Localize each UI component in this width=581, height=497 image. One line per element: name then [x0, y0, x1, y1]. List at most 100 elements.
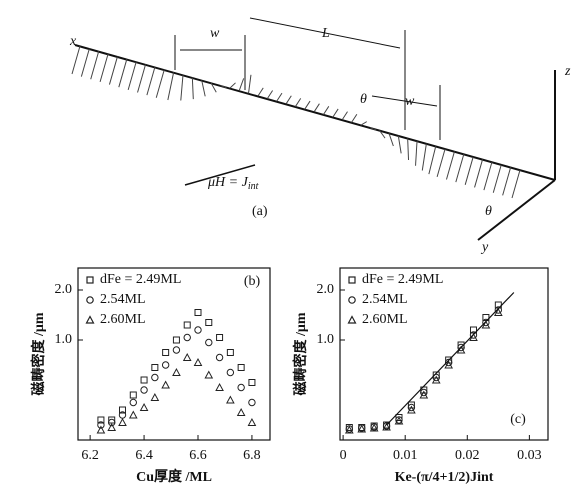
marker-circle: [129, 398, 137, 407]
spin-arrow: [313, 103, 320, 113]
y-axis-label: 磁畴密度 /μm: [30, 312, 47, 395]
marker-square: [151, 364, 159, 371]
marker-triangle: [357, 424, 367, 433]
plot-frame: [339, 267, 549, 441]
spin-arrow: [464, 156, 474, 185]
marker-square: [395, 414, 403, 421]
marker-triangle: [204, 370, 214, 379]
marker-square: [226, 349, 234, 356]
spin-arrow: [90, 51, 100, 80]
diagram-label: L: [321, 26, 330, 41]
marker-triangle: [182, 352, 192, 361]
y-tick-label: 1.0: [317, 332, 335, 347]
marker-circle: [151, 373, 159, 382]
marker-circle: [469, 331, 478, 339]
marker-triangle: [161, 380, 170, 389]
marker-square: [445, 356, 453, 364]
spin-arrow: [370, 127, 377, 131]
y-axis-line: [477, 179, 556, 241]
diagram-label: w: [405, 94, 415, 109]
marker-circle: [420, 388, 428, 397]
diagram: x w L z θ w θ y μH = Jint (a): [69, 17, 571, 255]
marker-triangle: [407, 405, 416, 414]
diagram-label: z: [564, 64, 571, 79]
spin-arrow: [167, 72, 175, 101]
x-tick-label: 0.02: [455, 448, 480, 463]
marker-triangle: [344, 425, 354, 434]
marker-triangle: [172, 367, 181, 376]
marker-triangle: [128, 410, 138, 419]
marker-square: [348, 276, 356, 284]
spin-arrow: [137, 64, 147, 93]
spin-arrow: [436, 148, 446, 178]
marker-circle: [457, 343, 465, 352]
spin-arrow: [294, 98, 302, 107]
spin-arrow: [146, 66, 156, 96]
marker-circle: [226, 368, 235, 377]
legend-label: 2.60ML: [100, 312, 146, 327]
spin-arrow: [360, 121, 367, 126]
x-tick-label: 0.03: [517, 448, 542, 463]
spin-arrow: [80, 48, 90, 77]
spin-arrow: [351, 113, 358, 123]
marker-circle: [432, 373, 440, 382]
spin-arrow: [229, 82, 236, 89]
spin-arrow: [155, 69, 165, 98]
legend-label: dFe = 2.49ML: [100, 272, 181, 287]
marker-circle: [482, 318, 490, 327]
marker-circle: [248, 398, 256, 407]
x-tick-label: 6.2: [81, 448, 99, 463]
spin-arrow: [341, 111, 348, 121]
marker-circle: [161, 361, 170, 369]
spin-arrow: [118, 59, 128, 88]
diagram-label: θ: [360, 92, 367, 107]
spin-arrow: [397, 135, 402, 154]
marker-triangle: [150, 392, 160, 401]
marker-square: [432, 371, 440, 379]
marker-circle: [444, 358, 453, 367]
spin-arrow: [180, 74, 184, 101]
marker-circle: [494, 306, 503, 314]
x-tick-label: 0.01: [393, 448, 418, 463]
marker-triangle: [96, 425, 106, 434]
spin-arrow: [322, 106, 330, 115]
marker-square: [162, 349, 170, 356]
spin-arrow: [248, 74, 252, 94]
marker-square: [183, 321, 191, 329]
spin-arrow: [266, 90, 274, 100]
marker-square: [97, 416, 105, 424]
y-tick-label: 2.0: [55, 282, 73, 297]
dim-arrow: [249, 17, 401, 49]
marker-circle: [140, 386, 148, 394]
spin-arrow: [201, 80, 206, 97]
spin-arrow: [492, 164, 502, 193]
spin-arrow: [210, 82, 217, 93]
marker-square: [205, 319, 213, 326]
legend-label: dFe = 2.49ML: [362, 272, 443, 287]
plot-frame: [77, 267, 271, 441]
spin-arrow: [108, 56, 118, 85]
marker-triangle: [236, 407, 246, 416]
marker-circle: [86, 296, 94, 304]
spin-arrow: [304, 100, 311, 110]
spin-arrow: [511, 169, 521, 199]
marker-triangle: [247, 417, 257, 426]
marker-square: [237, 364, 245, 371]
marker-square: [407, 401, 415, 409]
spin-arrow: [71, 45, 81, 75]
spin-arrow: [379, 130, 386, 139]
marker-square: [248, 379, 256, 386]
legend-label: 2.60ML: [362, 312, 408, 327]
marker-triangle: [431, 375, 441, 384]
spin-arrow: [407, 138, 410, 161]
marker-circle: [172, 346, 181, 354]
legend-label: 2.54ML: [100, 292, 146, 307]
spin-arrow: [445, 151, 455, 180]
diagram-label: w: [210, 26, 220, 41]
panel-label: (c): [510, 412, 526, 427]
x-tick-label: 0: [340, 448, 347, 463]
marker-circle: [97, 421, 105, 429]
marker-square: [172, 336, 180, 344]
x-axis-label: Cu厚度 /ML: [136, 468, 212, 485]
